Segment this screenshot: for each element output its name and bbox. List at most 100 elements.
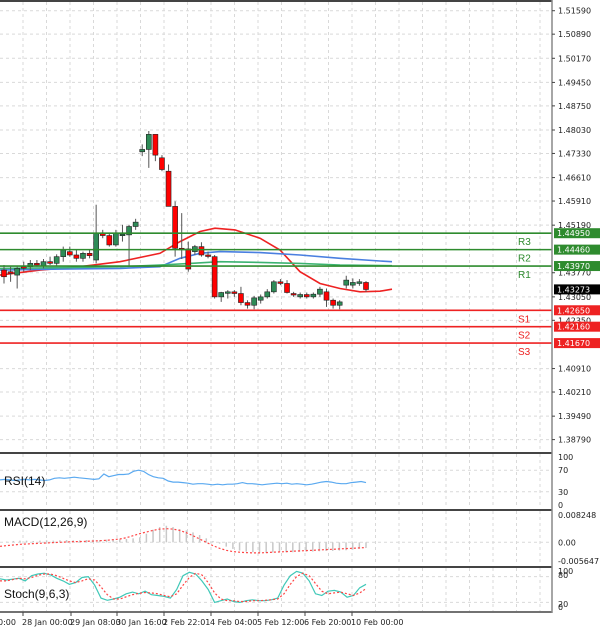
candle[interactable] (343, 275, 350, 289)
time-label: 5 Feb 12:00 (257, 618, 304, 627)
candle[interactable] (185, 241, 192, 272)
price-tick-label: 1.40910 (558, 365, 591, 374)
candle[interactable] (251, 295, 257, 310)
candle[interactable] (53, 254, 60, 266)
candle[interactable] (330, 298, 336, 309)
candle[interactable] (1, 265, 7, 284)
stoch-main-line (0, 570, 367, 604)
candle[interactable] (303, 292, 310, 299)
pivot-price-value: 1.41670 (557, 339, 590, 348)
rsi-line (0, 469, 367, 486)
candle[interactable] (356, 279, 363, 286)
candle[interactable] (363, 281, 369, 292)
chart-axes: 1.51590 1.50890 1.50170 1.49450 1.48750 1.480… (0, 0, 600, 613)
candle[interactable] (113, 229, 119, 247)
price-tick-label: 1.51590 (558, 7, 591, 16)
candle[interactable] (7, 266, 14, 282)
price-tick-label: 1.42350 (558, 316, 591, 325)
macd-signal-line (0, 528, 367, 554)
candle[interactable] (73, 249, 80, 262)
candle[interactable] (224, 290, 231, 299)
candle[interactable] (271, 280, 277, 294)
candle[interactable] (93, 204, 99, 264)
candle[interactable] (14, 266, 20, 289)
candle[interactable] (132, 218, 139, 230)
pivot-price-badge (554, 321, 600, 332)
candle[interactable] (310, 292, 317, 299)
moving-average-line (0, 250, 393, 271)
price-tick-label: 1.45910 (558, 197, 591, 206)
stoch-tick-label: 20 (558, 600, 568, 609)
candle[interactable] (317, 286, 323, 297)
candle[interactable] (40, 259, 47, 269)
macd-panel[interactable]: MACD(12,26,9) (0, 515, 367, 554)
pivot-label-s2: S2 (518, 331, 531, 342)
candle[interactable] (336, 300, 343, 310)
pivot-price-badge (554, 305, 600, 316)
price-tick-label: 1.50170 (558, 54, 591, 63)
price-tick-label: 1.49450 (558, 78, 591, 87)
candle[interactable] (211, 254, 218, 299)
candle[interactable] (99, 229, 106, 239)
moving-average-line (0, 227, 393, 293)
rsi-tick-label: 30 (558, 488, 568, 497)
candle[interactable] (139, 144, 146, 157)
stochastic-panel[interactable]: Stoch(9,6,3) (0, 570, 367, 604)
candle[interactable] (67, 246, 73, 257)
candle[interactable] (264, 289, 271, 299)
price-tick-label: 1.43050 (558, 293, 591, 302)
price-tick-label: 1.43770 (558, 269, 591, 278)
candle[interactable] (218, 291, 224, 302)
candle[interactable] (178, 213, 185, 260)
price-tick-label: 1.46610 (558, 174, 591, 183)
rsi-panel[interactable]: RSI(14) (0, 469, 367, 488)
price-tick-label: 1.39490 (558, 412, 591, 421)
candle[interactable] (290, 291, 297, 297)
candle[interactable] (231, 290, 238, 297)
pivot-label-s1: S1 (518, 314, 531, 325)
time-label: 10 Feb 00:00 (351, 618, 403, 627)
candle[interactable] (277, 279, 284, 286)
price-tick-label: 1.40210 (558, 388, 591, 397)
price-tick-label: 1.48750 (558, 102, 591, 111)
pivot-label-r3: R3 (518, 237, 531, 248)
candle[interactable] (159, 155, 165, 172)
candle[interactable] (165, 164, 172, 207)
candle[interactable] (80, 251, 86, 262)
time-label: 30 Jan 16:00 (116, 618, 167, 627)
candle[interactable] (146, 131, 152, 168)
stoch-tick-label: 0 (558, 603, 563, 612)
pivot-price-value: 1.42160 (557, 323, 590, 332)
pivot-price-badge (554, 228, 600, 239)
stoch-title: Stoch(9,6,3) (4, 587, 69, 601)
candle[interactable] (238, 286, 244, 306)
moving-average-line (0, 260, 393, 270)
candle[interactable] (284, 280, 290, 294)
price-tick-label: 1.48030 (558, 126, 591, 135)
pivot-price-value: 1.44460 (557, 246, 590, 255)
pivot-price-value: 1.43970 (557, 262, 590, 271)
candle[interactable] (257, 294, 264, 304)
candle[interactable] (350, 278, 356, 289)
candle[interactable] (244, 300, 251, 309)
candle[interactable] (205, 251, 211, 259)
time-label: 29 Jan 08:00 (70, 618, 121, 627)
candle[interactable] (47, 256, 53, 266)
candle[interactable] (323, 288, 330, 307)
pivot-label-r1: R1 (518, 270, 531, 281)
time-label: 28 Jan 00:00 (22, 618, 73, 627)
price-tick-label: 1.50890 (558, 30, 591, 39)
pivot-price-badge (554, 338, 600, 349)
price-panel[interactable]: R3 R2 R1 S1 S2 S3 (0, 131, 552, 358)
candle[interactable] (126, 224, 132, 267)
candle[interactable] (86, 249, 93, 259)
stoch-signal-line (0, 572, 367, 603)
price-tick-label: 1.45190 (558, 221, 591, 230)
candle[interactable] (106, 233, 113, 247)
time-label: 0:00 (0, 618, 16, 627)
candle[interactable] (297, 292, 303, 299)
candle[interactable] (172, 201, 178, 257)
candle[interactable] (152, 134, 159, 162)
